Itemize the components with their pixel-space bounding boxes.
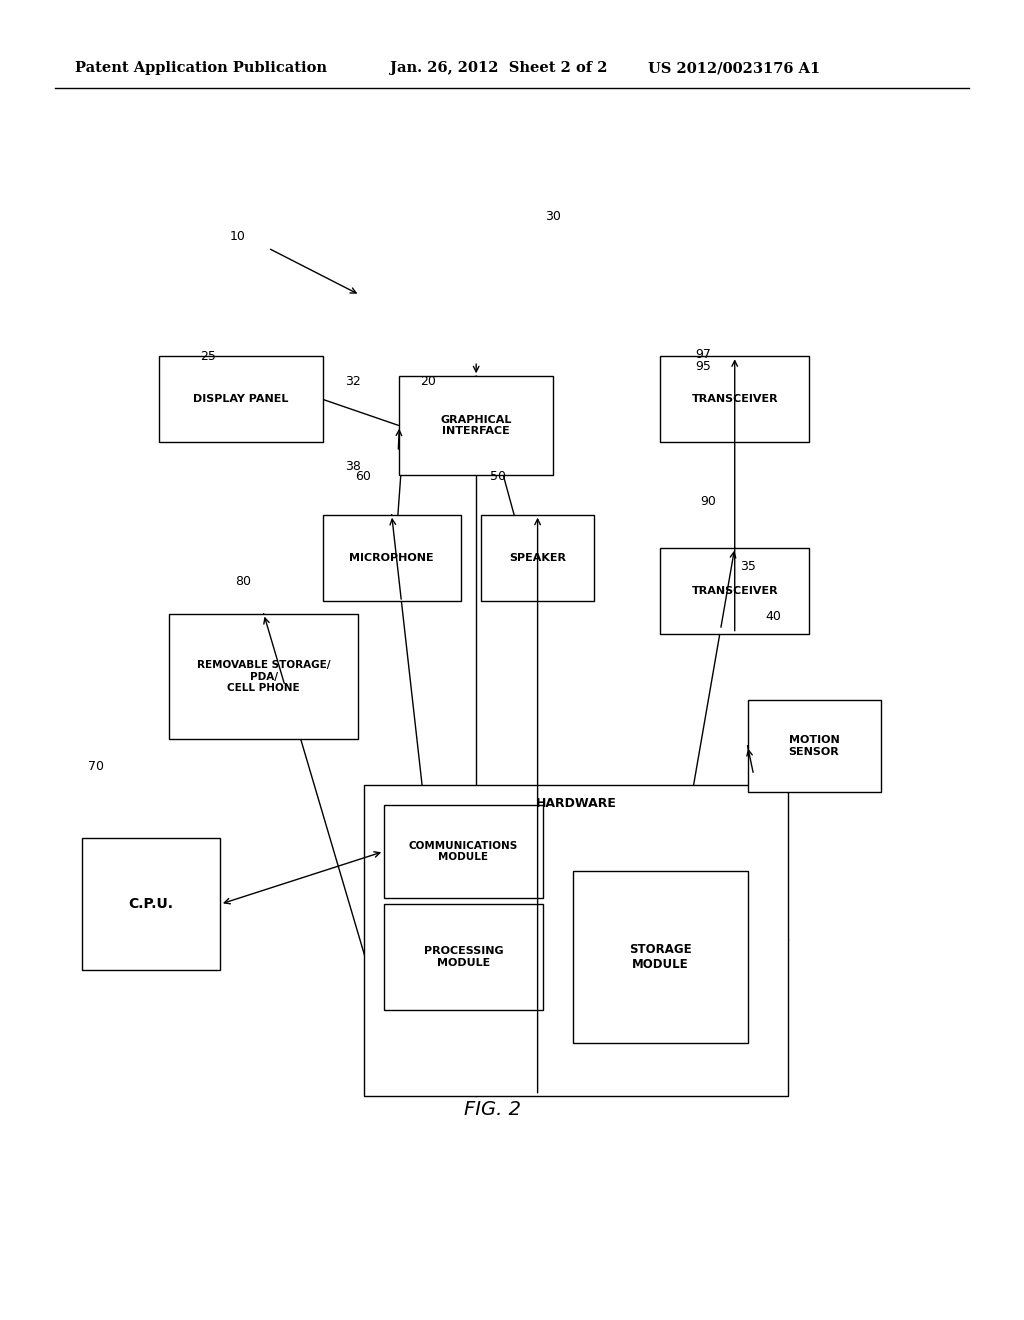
Text: 40: 40 bbox=[765, 610, 781, 623]
Bar bbox=[660, 356, 809, 442]
Text: TRANSCEIVER: TRANSCEIVER bbox=[691, 395, 778, 404]
Text: Jan. 26, 2012  Sheet 2 of 2: Jan. 26, 2012 Sheet 2 of 2 bbox=[390, 61, 607, 75]
Text: GRAPHICAL
INTERFACE: GRAPHICAL INTERFACE bbox=[440, 414, 512, 437]
Text: HARDWARE: HARDWARE bbox=[536, 797, 616, 810]
Text: 80: 80 bbox=[234, 576, 251, 587]
Bar bbox=[384, 805, 543, 898]
Text: 95: 95 bbox=[695, 360, 711, 374]
Text: C.P.U.: C.P.U. bbox=[129, 898, 173, 911]
Text: 20: 20 bbox=[420, 375, 436, 388]
Text: Patent Application Publication: Patent Application Publication bbox=[75, 61, 327, 75]
Text: COMMUNICATIONS
MODULE: COMMUNICATIONS MODULE bbox=[409, 841, 518, 862]
Bar bbox=[364, 785, 788, 1096]
Text: 90: 90 bbox=[700, 495, 716, 508]
Text: 38: 38 bbox=[345, 459, 360, 473]
Bar bbox=[169, 614, 358, 739]
Text: 60: 60 bbox=[355, 470, 371, 483]
Text: 35: 35 bbox=[740, 560, 756, 573]
Text: REMOVABLE STORAGE/
PDA/
CELL PHONE: REMOVABLE STORAGE/ PDA/ CELL PHONE bbox=[197, 660, 331, 693]
Text: 10: 10 bbox=[230, 230, 246, 243]
Bar bbox=[82, 838, 220, 970]
Text: 25: 25 bbox=[200, 350, 216, 363]
Bar bbox=[384, 904, 543, 1010]
Bar bbox=[660, 548, 809, 634]
Text: FIG. 2: FIG. 2 bbox=[464, 1100, 520, 1119]
Text: 70: 70 bbox=[88, 760, 104, 774]
Text: MOTION
SENSOR: MOTION SENSOR bbox=[788, 735, 840, 756]
Text: DISPLAY PANEL: DISPLAY PANEL bbox=[193, 395, 289, 404]
Text: 32: 32 bbox=[345, 375, 360, 388]
Bar bbox=[323, 515, 461, 601]
Text: 97: 97 bbox=[695, 348, 711, 360]
Bar bbox=[748, 700, 881, 792]
Text: 50: 50 bbox=[490, 470, 506, 483]
Text: US 2012/0023176 A1: US 2012/0023176 A1 bbox=[648, 61, 820, 75]
Text: SPEAKER: SPEAKER bbox=[509, 553, 566, 562]
Text: TRANSCEIVER: TRANSCEIVER bbox=[691, 586, 778, 595]
Bar bbox=[159, 356, 323, 442]
Bar bbox=[399, 376, 553, 475]
Bar bbox=[573, 871, 748, 1043]
Bar bbox=[481, 515, 594, 601]
Text: MICROPHONE: MICROPHONE bbox=[349, 553, 434, 562]
Text: STORAGE
MODULE: STORAGE MODULE bbox=[629, 942, 692, 972]
Text: PROCESSING
MODULE: PROCESSING MODULE bbox=[424, 946, 503, 968]
Text: 30: 30 bbox=[545, 210, 561, 223]
